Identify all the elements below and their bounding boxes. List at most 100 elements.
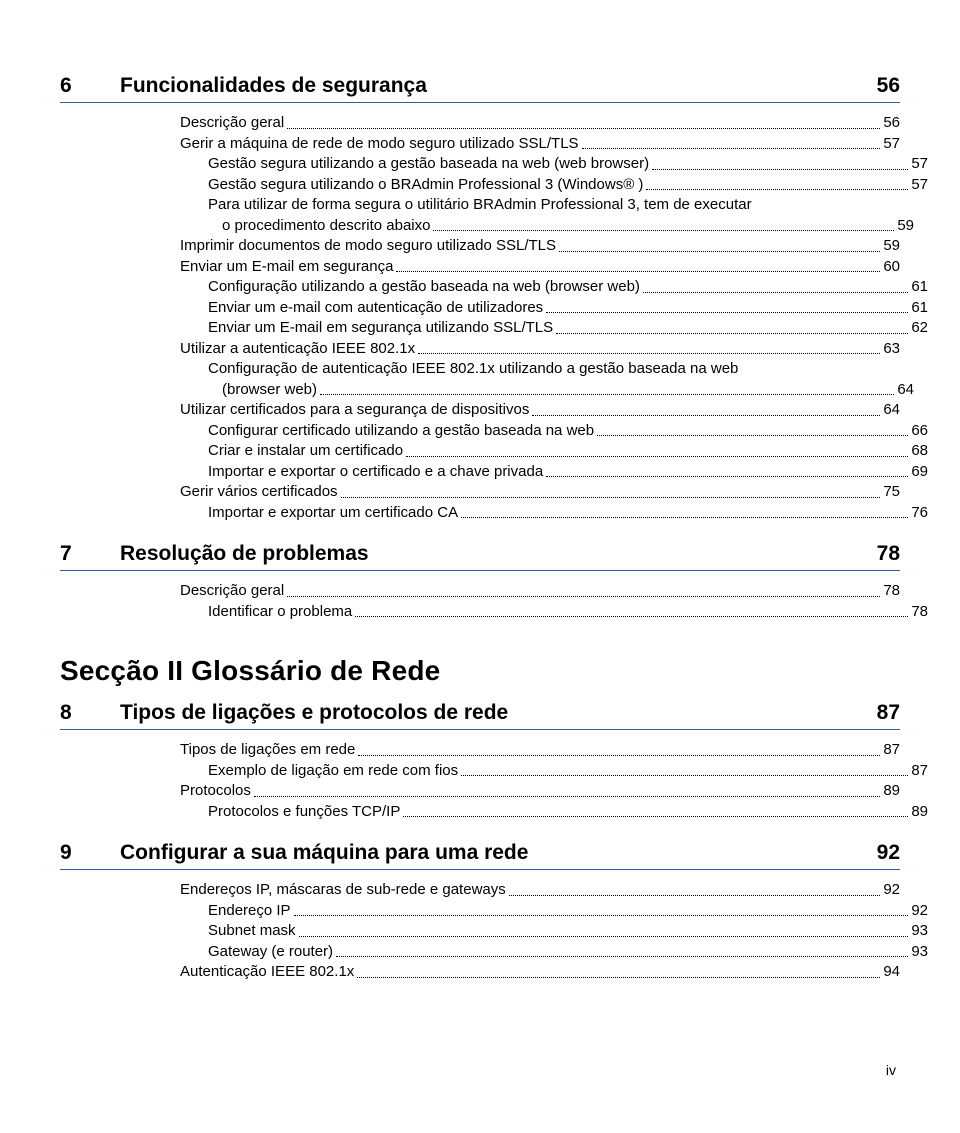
leader-dots — [646, 179, 908, 191]
toc-entry: Importar e exportar o certificado e a ch… — [180, 462, 928, 482]
leader-dots — [320, 384, 894, 396]
toc-label: Enviar um e-mail com autenticação de uti… — [208, 298, 543, 318]
toc-entries: Descrição geral 56 Gerir a máquina de red… — [60, 113, 900, 522]
leader-dots — [358, 744, 880, 756]
toc-entry: Gerir vários certificados 75 — [180, 482, 900, 502]
toc-label: Utilizar a autenticação IEEE 802.1x — [180, 339, 415, 359]
chapter-title: Resolução de problemas — [120, 542, 865, 566]
toc-page: 93 — [911, 942, 928, 962]
toc-label: Configurar certificado utilizando a gest… — [208, 421, 594, 441]
toc-label: Gerir vários certificados — [180, 482, 338, 502]
toc-page: 93 — [911, 921, 928, 941]
toc-label: Protocolos e funções TCP/IP — [208, 802, 400, 822]
toc-entry: Descrição geral78 — [180, 581, 900, 601]
toc-label: Subnet mask — [208, 921, 296, 941]
chapter-block: 7 Resolução de problemas 78 Descrição ge… — [60, 542, 900, 621]
chapter-heading: 9 Configurar a sua máquina para uma rede… — [60, 841, 900, 870]
leader-dots — [299, 925, 909, 937]
chapter-page: 92 — [877, 841, 900, 865]
toc-page: 57 — [883, 134, 900, 154]
toc-page: 56 — [883, 113, 900, 133]
toc-page: 62 — [911, 318, 928, 338]
toc-label: Importar e exportar um certificado CA — [208, 503, 458, 523]
chapter-heading: 8 Tipos de ligações e protocolos de rede… — [60, 701, 900, 730]
toc-label: Para utilizar de forma segura o utilitár… — [208, 195, 752, 215]
leader-dots — [546, 302, 908, 314]
toc-page: 89 — [883, 781, 900, 801]
toc-label: Autenticação IEEE 802.1x — [180, 962, 354, 982]
leader-dots — [254, 785, 880, 797]
toc-page: 68 — [911, 441, 928, 461]
chapter-title: Funcionalidades de segurança — [120, 74, 865, 98]
toc-entry: Protocolos89 — [180, 781, 900, 801]
toc-entry: Enviar um e-mail com autenticação de uti… — [180, 298, 928, 318]
leader-dots — [341, 486, 881, 498]
toc-label: Exemplo de ligação em rede com fios — [208, 761, 458, 781]
chapter-number: 6 — [60, 74, 120, 98]
toc-label: Descrição geral — [180, 113, 284, 133]
toc-entries: Tipos de ligações em rede87 Exemplo de l… — [60, 740, 900, 821]
toc-label: Enviar um E-mail em segurança utilizando… — [208, 318, 553, 338]
chapter-number: 8 — [60, 701, 120, 725]
chapter-block: 9 Configurar a sua máquina para uma rede… — [60, 841, 900, 982]
toc-page: 75 — [883, 482, 900, 502]
toc-page: 69 — [911, 462, 928, 482]
toc-label-cont: o procedimento descrito abaixo — [222, 216, 430, 236]
leader-dots — [597, 425, 908, 437]
toc-entry: Endereço IP 92 — [180, 901, 928, 921]
toc-entry: Enviar um E-mail em segurança utilizando… — [180, 318, 928, 338]
leader-dots — [461, 765, 908, 777]
toc-label: Gerir a máquina de rede de modo seguro u… — [180, 134, 579, 154]
toc-label: Gestão segura utilizando o BRAdmin Profe… — [208, 175, 643, 195]
toc-label: Endereços IP, máscaras de sub-rede e gat… — [180, 880, 506, 900]
chapter-page: 87 — [877, 701, 900, 725]
leader-dots — [461, 507, 908, 519]
leader-dots — [336, 946, 908, 958]
toc-page: 61 — [911, 277, 928, 297]
toc-page: 78 — [883, 581, 900, 601]
leader-dots — [643, 281, 908, 293]
toc-entry: Importar e exportar um certificado CA76 — [180, 503, 928, 523]
toc-label: Configuração de autenticação IEEE 802.1x… — [208, 359, 738, 379]
toc-label: Importar e exportar o certificado e a ch… — [208, 462, 543, 482]
toc-entries: Descrição geral78 Identificar o problema… — [60, 581, 900, 621]
toc-label: Imprimir documentos de modo seguro utili… — [180, 236, 556, 256]
leader-dots — [509, 884, 881, 896]
toc-page: 64 — [883, 400, 900, 420]
toc-page: 87 — [883, 740, 900, 760]
toc-page: 63 — [883, 339, 900, 359]
leader-dots — [355, 606, 908, 618]
toc-entry: Utilizar a autenticação IEEE 802.1x 63 — [180, 339, 900, 359]
chapter-title: Tipos de ligações e protocolos de rede — [120, 701, 865, 725]
toc-page: 64 — [897, 380, 914, 400]
chapter-number: 9 — [60, 841, 120, 865]
toc-entry: Configurar certificado utilizando a gest… — [180, 421, 928, 441]
chapter-block: 6 Funcionalidades de segurança 56 Descri… — [60, 74, 900, 522]
leader-dots — [357, 966, 880, 978]
chapter-heading: 6 Funcionalidades de segurança 56 — [60, 74, 900, 103]
toc-label: Configuração utilizando a gestão baseada… — [208, 277, 640, 297]
toc-label: Gateway (e router) — [208, 942, 333, 962]
toc-label: Enviar um E-mail em segurança — [180, 257, 393, 277]
leader-dots — [418, 343, 880, 355]
toc-label: Endereço IP — [208, 901, 291, 921]
toc-entry: Identificar o problema78 — [180, 602, 928, 622]
toc-entry: Utilizar certificados para a segurança d… — [180, 400, 900, 420]
leader-dots — [294, 905, 909, 917]
leader-dots — [559, 240, 880, 252]
toc-entry: Gestão segura utilizando o BRAdmin Profe… — [180, 175, 928, 195]
leader-dots — [582, 138, 881, 150]
toc-entry: Subnet mask 93 — [180, 921, 928, 941]
chapter-title: Configurar a sua máquina para uma rede — [120, 841, 865, 865]
toc-page: 66 — [911, 421, 928, 441]
toc-page: 57 — [911, 175, 928, 195]
toc-label: Gestão segura utilizando a gestão basead… — [208, 154, 649, 174]
chapter-heading: 7 Resolução de problemas 78 — [60, 542, 900, 571]
toc-page: 61 — [911, 298, 928, 318]
leader-dots — [287, 585, 880, 597]
toc-entry: Enviar um E-mail em segurança60 — [180, 257, 900, 277]
leader-dots — [433, 220, 894, 232]
toc-page: 87 — [911, 761, 928, 781]
toc-entry: Exemplo de ligação em rede com fios 87 — [180, 761, 928, 781]
toc-page: 92 — [911, 901, 928, 921]
